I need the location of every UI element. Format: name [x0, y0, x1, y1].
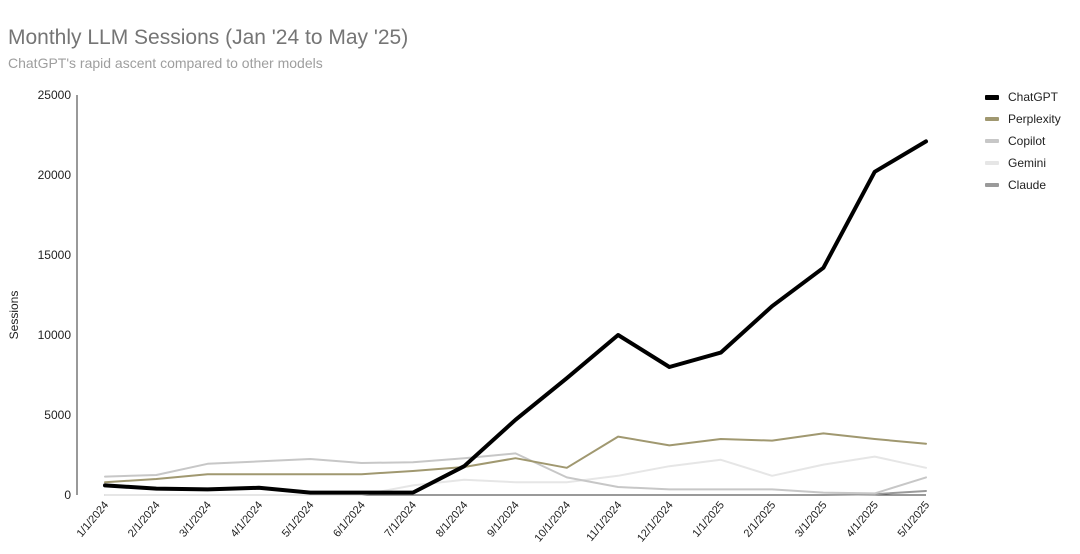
x-tick-label: 7/1/2024	[382, 499, 419, 540]
x-tick-label: 4/1/2025	[844, 499, 881, 540]
legend-swatch	[985, 117, 999, 121]
legend-item-chatgpt[interactable]: ChatGPT	[985, 86, 1061, 108]
x-tick-label: 1/1/2025	[690, 499, 727, 540]
y-tick-label: 5000	[44, 408, 71, 422]
legend-item-gemini[interactable]: Gemini	[985, 152, 1061, 174]
y-tick-label: 25000	[38, 88, 72, 102]
x-tick-label: 6/1/2024	[331, 499, 368, 540]
legend-label: Copilot	[1008, 134, 1046, 148]
legend-item-claude[interactable]: Claude	[985, 174, 1061, 196]
series-line-gemini	[104, 455, 927, 496]
x-axis-ticks: 1/1/2024 2/1/2024 3/1/2024 4/1/2024 5/1/2024…	[75, 499, 933, 544]
legend-swatch	[985, 94, 999, 100]
series-line-copilot	[104, 452, 927, 495]
chart-legend: ChatGPT Perplexity Copilot Gemini Claude	[985, 86, 1061, 196]
x-tick-label: 1/1/2024	[75, 499, 112, 540]
y-axis-ticks: 0 5000 10000 15000 20000 25000	[38, 88, 72, 502]
y-axis-label: Sessions	[7, 291, 21, 340]
legend-label: Perplexity	[1008, 112, 1061, 126]
x-tick-label: 5/1/2024	[280, 499, 317, 540]
legend-swatch	[985, 139, 999, 143]
legend-item-copilot[interactable]: Copilot	[985, 130, 1061, 152]
x-tick-label: 11/1/2024	[584, 499, 624, 544]
x-tick-label: 8/1/2024	[434, 499, 471, 540]
x-tick-label: 4/1/2024	[229, 499, 266, 540]
x-tick-label: 5/1/2025	[896, 499, 933, 540]
legend-swatch	[985, 161, 999, 165]
y-tick-label: 0	[64, 488, 71, 502]
legend-label: Claude	[1008, 178, 1047, 192]
x-tick-label: 3/1/2025	[793, 499, 830, 540]
series-line-perplexity	[104, 432, 927, 484]
chart-subtitle: ChatGPT's rapid ascent compared to other…	[8, 55, 323, 71]
x-tick-label: 12/1/2024	[635, 499, 676, 544]
legend-label: Gemini	[1008, 156, 1047, 170]
legend-item-perplexity[interactable]: Perplexity	[985, 108, 1061, 130]
legend-swatch	[985, 183, 999, 187]
x-tick-label: 9/1/2024	[485, 499, 522, 540]
x-tick-label: 10/1/2024	[532, 499, 573, 544]
series-lines	[103, 139, 928, 496]
chart-title: Monthly LLM Sessions (Jan '24 to May '25…	[8, 26, 409, 49]
y-tick-label: 15000	[38, 248, 72, 262]
y-tick-label: 20000	[38, 168, 72, 182]
series-line-chatgpt	[103, 139, 928, 495]
x-tick-label: 2/1/2024	[126, 499, 163, 540]
legend-label: ChatGPT	[1008, 90, 1059, 104]
y-tick-label: 10000	[38, 328, 72, 342]
x-tick-label: 3/1/2024	[177, 499, 214, 540]
x-tick-label: 2/1/2025	[742, 499, 779, 540]
